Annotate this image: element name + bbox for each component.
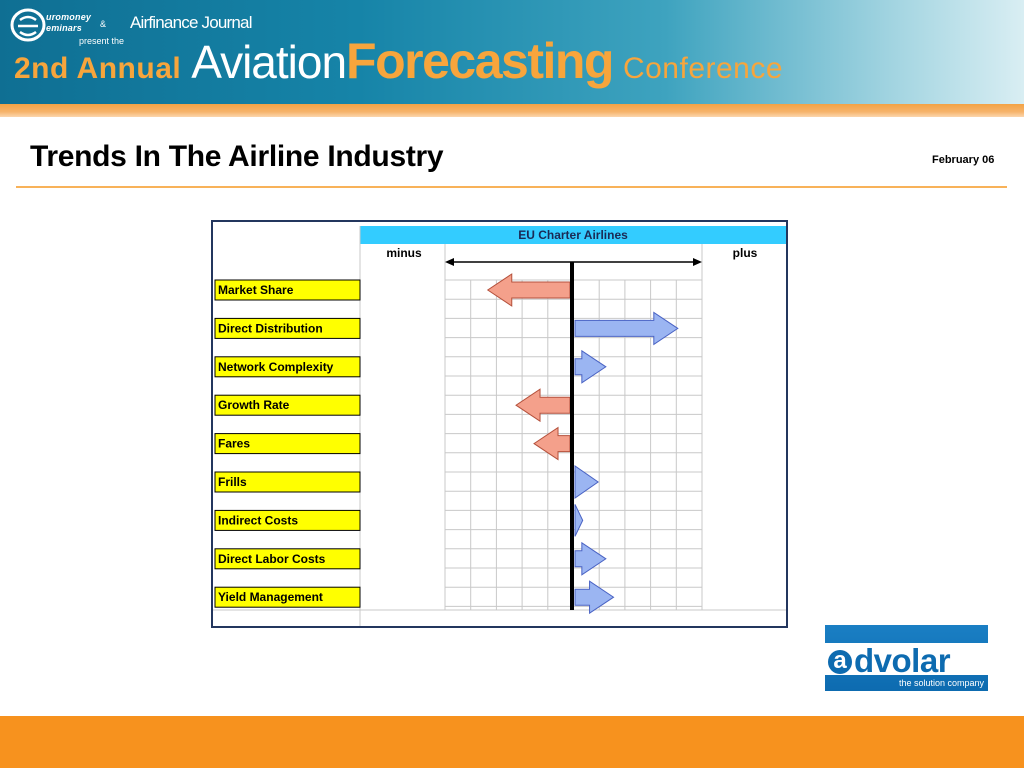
airfinance-journal-logo: Airfinance Journal: [130, 13, 252, 32]
scale-arrow-left-head: [445, 258, 454, 266]
category-label: Direct Distribution: [218, 321, 323, 335]
advolar-tagline: the solution company: [898, 678, 984, 688]
sponsor-name-line2: eminars: [46, 23, 82, 33]
chart-minus-label: minus: [386, 246, 422, 260]
banner-orange-stripe: [0, 104, 1024, 117]
advolar-logo-initial: a: [828, 649, 852, 674]
footer-bar: [0, 716, 1024, 768]
category-label: Direct Labor Costs: [218, 552, 326, 566]
category-label: Growth Rate: [218, 398, 290, 412]
category-label: Network Complexity: [218, 360, 334, 374]
trend-arrow-plus: [574, 580, 615, 615]
category-label-box: [214, 433, 361, 455]
slide-title: Trends In The Airline Industry: [30, 140, 444, 173]
trend-arrow-minus: [515, 388, 571, 423]
conference-edition: 2nd Annual: [14, 52, 182, 85]
trend-arrow-plus: [574, 311, 679, 346]
category-label-box: [214, 586, 361, 608]
conference-word-aviation: Aviation: [191, 36, 347, 88]
chart-plus-label: plus: [733, 246, 758, 260]
category-label: Yield Management: [218, 590, 323, 604]
trend-chart-panel: EU Charter Airlines minus plus Market Share…: [211, 220, 788, 628]
trend-chart: EU Charter Airlines minus plus Market Share…: [213, 226, 786, 626]
advolar-logo-band: [825, 643, 988, 675]
chart-title-band: [360, 226, 786, 244]
advolar-logo-wordmark: dvolar: [854, 642, 951, 679]
category-label-box: [214, 471, 361, 493]
conference-word-forecasting: Forecasting: [346, 33, 614, 89]
conference-word-conference: Conference: [622, 52, 784, 85]
present-the-text: present the: [79, 36, 125, 46]
conference-banner: uromoney eminars & present the Airfinanc…: [0, 0, 1024, 104]
category-label: Frills: [218, 475, 247, 489]
euromoney-seminars-logo: [10, 8, 46, 42]
trend-arrow-plus: [574, 541, 607, 576]
category-label-box: [214, 548, 361, 570]
trend-arrow-plus: [574, 504, 584, 537]
title-divider: [16, 186, 1007, 188]
category-label-box: [214, 509, 361, 531]
category-label-box: [214, 279, 361, 301]
chart-title: EU Charter Airlines: [518, 228, 628, 242]
conference-title: 2nd Annual AviationForecasting Conference: [14, 36, 783, 86]
trend-arrow-plus: [574, 465, 600, 499]
category-label: Fares: [218, 437, 250, 451]
scale-arrow-right-head: [693, 258, 702, 266]
ampersand: &: [100, 19, 107, 29]
sponsor-name-line1: uromoney: [46, 12, 92, 22]
trend-arrow-minus: [486, 273, 571, 307]
category-label: Indirect Costs: [218, 513, 298, 527]
category-label-box: [214, 317, 361, 339]
category-label-box: [214, 356, 361, 378]
trend-arrow-plus: [574, 349, 607, 384]
category-label-box: [214, 394, 361, 416]
category-label: Market Share: [218, 283, 294, 297]
advolar-logo: a dvolar the solution company: [825, 625, 988, 691]
slide-date: February 06: [932, 154, 995, 166]
trend-arrow-minus: [533, 426, 571, 461]
